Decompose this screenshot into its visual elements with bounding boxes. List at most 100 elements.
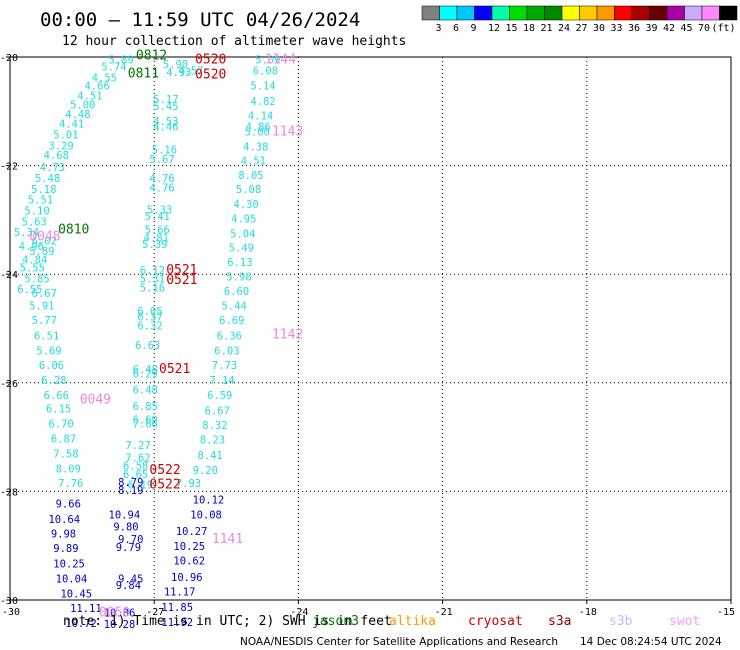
credit-org: NOAA/NESDIS Center for Satellite Applica… bbox=[240, 636, 558, 648]
pass-time-label: 1144 bbox=[265, 53, 296, 68]
wave-height-value: 5.91 bbox=[29, 300, 54, 312]
wave-height-value: 5.10 bbox=[24, 205, 49, 217]
wave-height-value: 10.25 bbox=[53, 558, 85, 570]
wave-height-value: 10.25 bbox=[173, 541, 205, 553]
wave-height-value: 6.87 bbox=[51, 434, 76, 446]
wave-height-value: 6.48 bbox=[133, 364, 158, 376]
wave-height-value: 4.53 bbox=[153, 116, 178, 128]
wave-height-value: 6.15 bbox=[46, 404, 71, 416]
scale-swatch bbox=[561, 5, 580, 21]
wave-height-value: 7.93 bbox=[176, 478, 201, 490]
wave-height-value: 5.85 bbox=[24, 273, 49, 285]
wave-height-value: 4.51 bbox=[77, 90, 102, 102]
wave-height-value: 4.86 bbox=[246, 121, 271, 133]
grid-lines bbox=[10, 57, 731, 600]
wave-height-value: 4.73 bbox=[40, 162, 65, 174]
wave-height-value: 9.70 bbox=[118, 534, 143, 546]
chart-title: 00:00 – 11:59 UTC 04/26/2024 bbox=[40, 9, 360, 31]
wave-height-value: 8.23 bbox=[200, 435, 225, 447]
x-axis: -30 -27 -24 -21 -18 -15 bbox=[2, 600, 735, 618]
wave-height-value: 4.48 bbox=[65, 109, 90, 121]
scale-label: 12 bbox=[488, 23, 500, 34]
scale-swatch bbox=[421, 5, 440, 21]
scale-label: 36 bbox=[628, 23, 640, 34]
wave-height-value: 8.32 bbox=[202, 420, 227, 432]
wave-height-value: 5.66 bbox=[145, 224, 170, 236]
y-tick-label: -20 bbox=[0, 53, 18, 64]
wave-height-value: 6.06 bbox=[39, 360, 64, 372]
wave-height-value: 5.63 bbox=[22, 216, 47, 228]
wave-height-value: 4.46 bbox=[153, 121, 178, 133]
x-tick-label: -30 bbox=[2, 607, 20, 618]
wave-height-value: 6.08 bbox=[253, 65, 278, 77]
wave-height-value: 5.01 bbox=[53, 129, 78, 141]
scale-swatch bbox=[666, 5, 685, 21]
wave-height-value: 6.03 bbox=[214, 346, 239, 358]
wave-height-value: 8.79 bbox=[118, 477, 143, 489]
wave-height-value: 6.59 bbox=[207, 390, 232, 402]
x-tick-label: -21 bbox=[435, 607, 453, 618]
y-tick-label: -24 bbox=[0, 270, 18, 281]
x-tick-label: -15 bbox=[717, 607, 735, 618]
wave-height-value: 6.32 bbox=[137, 321, 162, 333]
wave-height-value: 5.51 bbox=[28, 195, 53, 207]
wave-height-value: 4.76 bbox=[149, 173, 174, 185]
pass-time-label: 1143 bbox=[272, 125, 303, 140]
wave-height-value: 6.13 bbox=[227, 257, 252, 269]
wave-height-value: 4.14 bbox=[248, 110, 273, 122]
pass-time-label: 1141 bbox=[212, 532, 243, 547]
wave-height-value: 10.28 bbox=[104, 619, 136, 631]
x-tick-label: -24 bbox=[290, 607, 308, 618]
pass-time-label: 0522 bbox=[149, 463, 180, 478]
scale-swatch bbox=[509, 5, 528, 21]
pass-time-label: 0048 bbox=[29, 230, 60, 245]
wave-height-value: 5.41 bbox=[145, 211, 170, 223]
wave-height-value: 4.82 bbox=[250, 96, 275, 108]
wave-height-value: 10.94 bbox=[109, 510, 141, 522]
wave-height-value: 4.55 bbox=[92, 72, 117, 84]
wave-height-value: 8.41 bbox=[197, 450, 222, 462]
color-scale: 3 6 9 12 15 18 21 24 27 30 33 36 39 42 45 70 (ft) bbox=[421, 5, 738, 34]
y-tick-label: -28 bbox=[0, 487, 18, 498]
wave-height-value: 5.55 bbox=[20, 262, 45, 274]
wave-height-value: 6.55 bbox=[17, 284, 42, 296]
scale-label: 6 bbox=[453, 23, 459, 34]
scale-swatch bbox=[684, 5, 703, 21]
y-axis: -20 -22 -24 -26 -28 -30 bbox=[0, 53, 18, 607]
wave-height-value: 5.04 bbox=[230, 228, 255, 240]
wave-height-value: 3.29 bbox=[48, 140, 73, 152]
mission-s3b: s3b bbox=[609, 614, 633, 629]
mission-swot: swot bbox=[669, 614, 700, 629]
wave-height-value: 6.65 bbox=[123, 469, 148, 481]
wave-height-value: 4.66 bbox=[85, 81, 110, 93]
pass-time-label: 0050 bbox=[99, 605, 130, 620]
wave-height-value: 6.36 bbox=[217, 330, 242, 342]
wave-height-value: 10.64 bbox=[48, 514, 80, 526]
wave-height-value: 10.27 bbox=[176, 526, 208, 538]
plot-border bbox=[9, 56, 732, 601]
wave-height-value: 7.66 bbox=[133, 418, 158, 430]
pass-time-label: 0811 bbox=[128, 67, 159, 82]
wave-height-value: 6.05 bbox=[137, 306, 162, 318]
wave-height-value: 5.39 bbox=[142, 239, 167, 251]
scale-swatch bbox=[474, 5, 493, 21]
wave-height-value: 6.12 bbox=[140, 265, 165, 277]
wave-height-value: 10.86 bbox=[104, 607, 136, 619]
wave-height-value: 7.27 bbox=[125, 440, 150, 452]
y-tick-label: -30 bbox=[0, 596, 18, 607]
scale-label: 33 bbox=[611, 23, 623, 34]
wave-height-value: 4.84 bbox=[22, 254, 47, 266]
wave-height-value: 5.98 bbox=[226, 272, 251, 284]
y-tick-label: -22 bbox=[0, 162, 18, 173]
pass-labels: 0812081108100520052005210521052105220522… bbox=[29, 49, 303, 621]
wave-height-value: 6.60 bbox=[224, 286, 249, 298]
pass-time-label: 1142 bbox=[272, 327, 303, 342]
y-tick-label: -26 bbox=[0, 379, 18, 390]
wave-height-value: 5.74 bbox=[101, 62, 126, 74]
wave-height-value: 9.89 bbox=[53, 543, 78, 555]
scale-swatch bbox=[631, 5, 650, 21]
scale-label: 30 bbox=[593, 23, 605, 34]
scale-swatch bbox=[649, 5, 668, 21]
scale-label: 70 bbox=[698, 23, 710, 34]
